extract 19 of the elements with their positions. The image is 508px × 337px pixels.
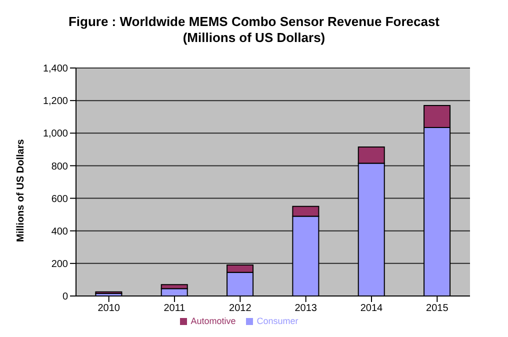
legend-label: Automotive bbox=[190, 316, 236, 326]
y-axis-title: Millions of US Dollars bbox=[16, 138, 27, 242]
x-tick-label: 2010 bbox=[98, 303, 120, 314]
x-tick-label: 2015 bbox=[426, 303, 449, 314]
x-tick-label: 2011 bbox=[164, 303, 186, 314]
y-tick-label: 400 bbox=[51, 226, 68, 238]
legend-label: Consumer bbox=[256, 316, 298, 326]
y-tick-label: 1,000 bbox=[42, 128, 68, 140]
y-tick-label: 600 bbox=[51, 194, 68, 205]
x-tick-label: 2014 bbox=[360, 303, 384, 314]
y-tick-label: 800 bbox=[51, 161, 68, 172]
chart-title: Figure : Worldwide MEMS Combo Sensor Revenue Forecast bbox=[67, 14, 441, 30]
x-tick-label: 2012 bbox=[229, 303, 252, 314]
y-tick-label: 200 bbox=[51, 258, 68, 270]
chart-subtitle: (Millions of US Dollars) bbox=[182, 30, 326, 46]
y-tick-label: 1,200 bbox=[42, 96, 68, 108]
x-tick-label: 2013 bbox=[294, 303, 318, 314]
y-tick-label: 1,400 bbox=[42, 64, 68, 75]
y-tick-label: 0 bbox=[62, 292, 68, 303]
